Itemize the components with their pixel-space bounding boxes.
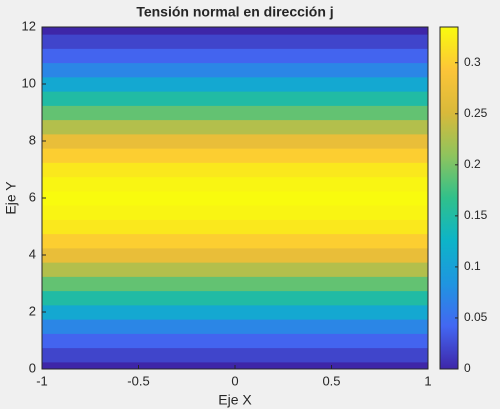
heat-band [42, 176, 428, 192]
y-axis-label: Eje Y [3, 181, 19, 215]
heat-band [42, 304, 428, 320]
heat-band [42, 105, 428, 121]
heat-band [42, 262, 428, 277]
heat-band [42, 133, 428, 149]
y-tick-label: 4 [29, 246, 36, 261]
colorbar-tick-label: 0.25 [464, 106, 488, 120]
y-tick-label: 10 [22, 75, 36, 90]
heat-band [42, 91, 428, 106]
y-tick-label: 12 [22, 18, 36, 33]
x-tick-label: 0.5 [322, 373, 340, 388]
heat-band [42, 276, 428, 292]
y-tick-label: 2 [29, 303, 36, 318]
x-tick-label: 1 [424, 373, 431, 388]
heat-band [42, 27, 428, 35]
colorbar-tick-label: 0.05 [464, 310, 488, 324]
y-tick-label: 8 [29, 132, 36, 147]
chart-title: Tensión normal en dirección j [136, 4, 333, 20]
heat-band [42, 162, 428, 178]
heat-band [42, 190, 428, 206]
colorbar-tick-label: 0.3 [464, 55, 481, 69]
colorbar-tick-label: 0.2 [464, 157, 481, 171]
x-axis-label: Eje X [218, 392, 252, 408]
heat-band [42, 347, 428, 363]
colorbar-tick-label: 0 [464, 361, 471, 375]
heat-band [42, 76, 428, 92]
x-tick-label: -1 [36, 373, 48, 388]
heat-band [42, 34, 428, 49]
heat-band [42, 48, 428, 64]
x-tick-label: -0.5 [127, 373, 149, 388]
heat-band [42, 119, 428, 135]
colorbar-tick-label: 0.1 [464, 259, 481, 273]
heat-band [42, 333, 428, 349]
y-tick-label: 0 [29, 360, 36, 375]
x-tick-label: 0 [231, 373, 238, 388]
colorbar-box [439, 26, 459, 370]
heat-band [42, 219, 428, 235]
heat-band [42, 290, 428, 306]
heat-band [42, 62, 428, 78]
heat-band [42, 148, 428, 163]
heat-band [42, 205, 428, 220]
y-tick-label: 6 [29, 189, 36, 204]
heat-band [42, 233, 428, 249]
heat-band [42, 319, 428, 334]
colorbar [440, 27, 458, 369]
heat-band [42, 247, 428, 263]
colorbar-tick-label: 0.15 [464, 208, 488, 222]
